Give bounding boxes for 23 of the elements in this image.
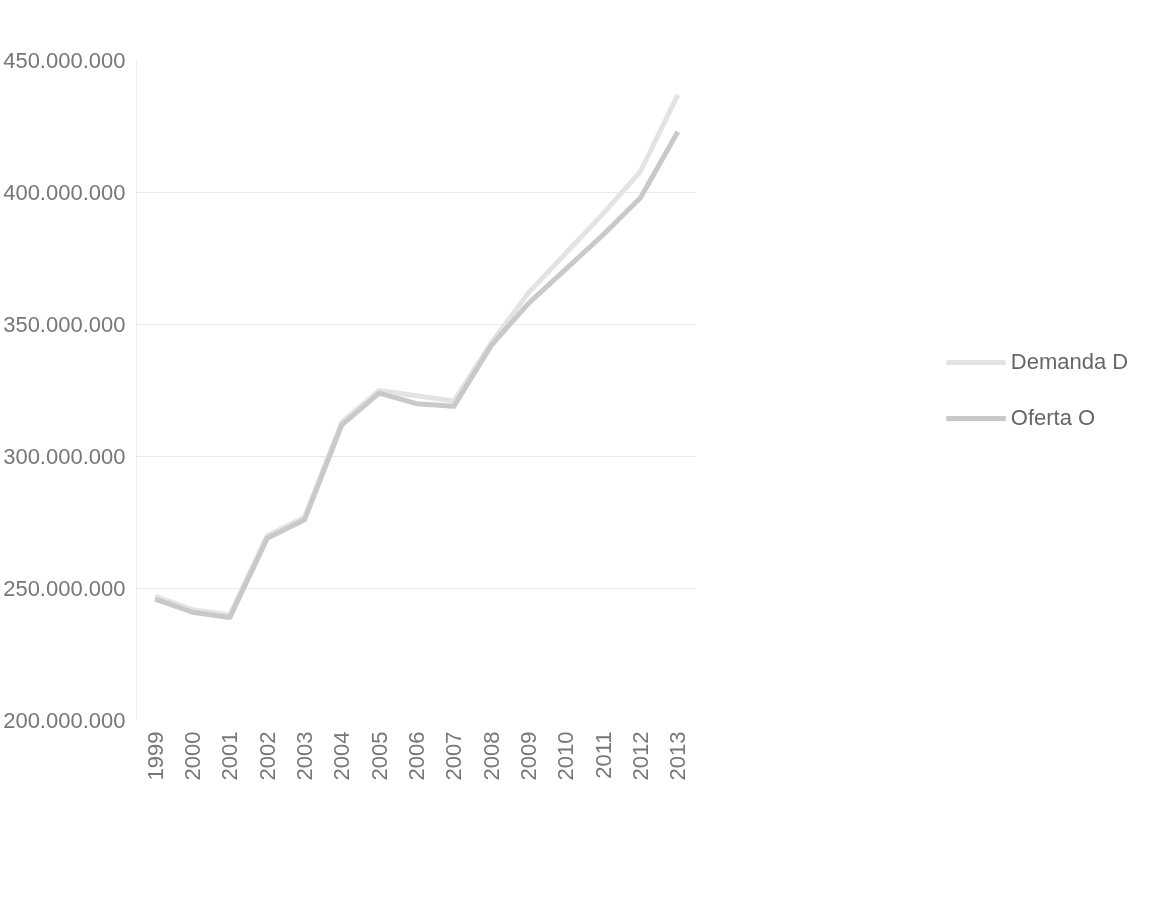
x-tick-label: 2000	[180, 731, 205, 781]
x-tick-label: 2005	[366, 731, 392, 781]
y-tick-label: 400.000.000	[3, 180, 126, 205]
x-tick-label: 2010	[553, 731, 579, 781]
x-tick-label: 2011	[590, 731, 616, 779]
legend-label: Oferta O	[1010, 405, 1096, 431]
y-tick-label: 300.000.000	[3, 444, 126, 469]
x-tick-label: 2008	[478, 731, 504, 781]
x-tick-label: 2001	[217, 731, 243, 781]
y-tick-label: 200.000.000	[3, 708, 126, 733]
x-tick-label: 2012	[628, 731, 653, 781]
y-tick-label: 350.000.000	[3, 312, 126, 337]
x-tick-label: 2002	[254, 731, 280, 781]
x-tick-label: 2009	[516, 731, 541, 781]
y-tick-label: 250.000.000	[3, 576, 126, 601]
x-tick-label: 2007	[441, 731, 467, 781]
y-tick-label: 450.000.000	[3, 48, 126, 73]
x-tick-label: 2003	[292, 731, 317, 781]
legend-label: Demanda D	[1010, 349, 1129, 375]
x-tick-label: 1999	[142, 731, 168, 781]
x-tick-label: 2004	[329, 731, 355, 781]
x-tick-label: 2006	[404, 731, 429, 781]
x-tick-label: 2013	[665, 731, 691, 781]
